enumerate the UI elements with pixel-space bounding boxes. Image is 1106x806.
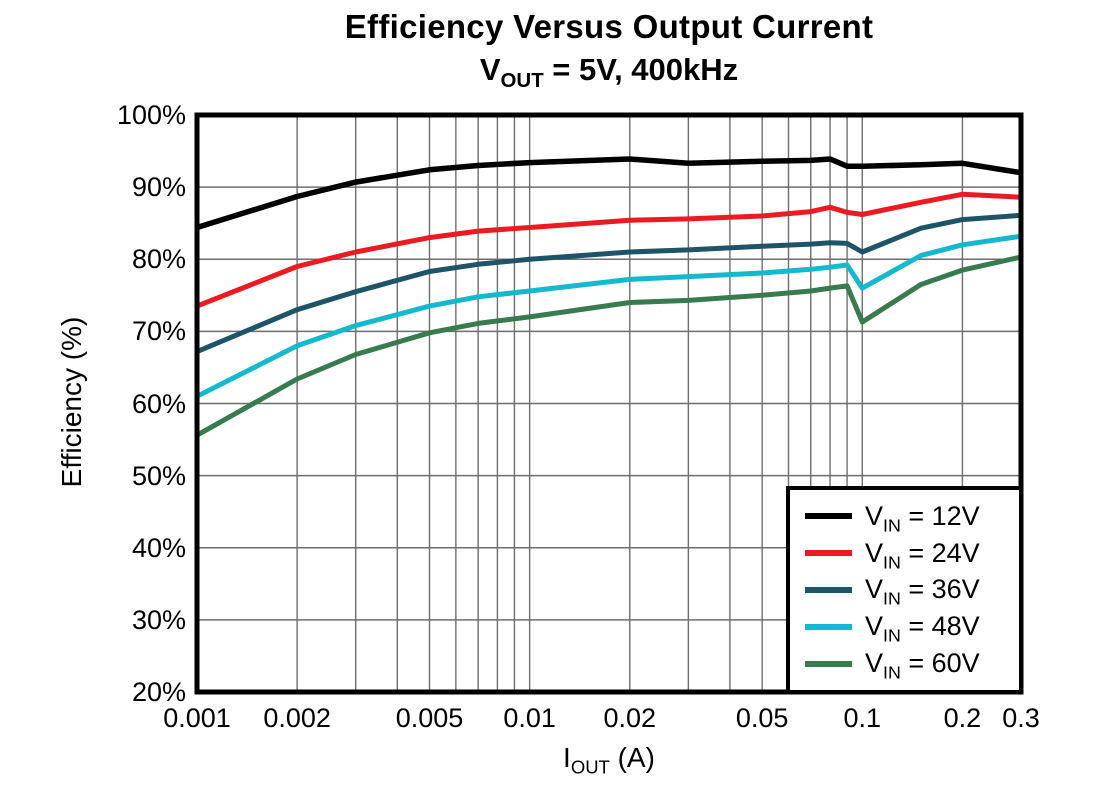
- y-tick-label: 20%: [131, 677, 186, 707]
- x-tick-label: 0.3: [1002, 703, 1040, 733]
- chart-subtitle: VOUT = 5V, 400kHz: [197, 52, 1021, 91]
- x-label-rest: (A): [609, 742, 655, 773]
- series-line-vin-48v: [195, 233, 1022, 399]
- x-tick-label: 0.2: [943, 703, 982, 733]
- legend-label-vin-36v: VIN = 36V: [865, 574, 980, 609]
- legend-swatch-vin-60v: [805, 660, 852, 667]
- legend-swatch-vin-12v: [805, 513, 852, 520]
- x-label-prefix: I: [563, 742, 571, 773]
- chart-title: Efficiency Versus Output Current: [344, 8, 874, 45]
- subtitle-rest: = 5V, 400kHz: [543, 52, 739, 87]
- x-tick-label: 0.1: [843, 703, 882, 733]
- legend-item-vin-48v: VIN = 48V: [805, 611, 1019, 646]
- y-tick-label: 30%: [131, 604, 186, 635]
- legend-item-vin-12v: VIN = 12V: [805, 500, 1019, 536]
- subtitle-subscript: OUT: [500, 69, 544, 93]
- x-tick-label: 0.002: [263, 703, 331, 733]
- legend-label-vin-60v: VIN = 60V: [865, 648, 980, 683]
- x-axis-label: IOUT (A): [197, 742, 1021, 776]
- x-label-subscript: OUT: [570, 756, 610, 778]
- y-tick-label: 90%: [131, 172, 186, 203]
- legend-item-vin-36v: VIN = 36V: [805, 574, 1019, 609]
- y-tick-label: 70%: [131, 316, 186, 347]
- series-line-vin-12v: [196, 156, 1022, 231]
- series-line-vin-36v: [196, 212, 1022, 354]
- legend-label-vin-12v: VIN = 12V: [865, 500, 980, 536]
- legend-item-vin-60v: VIN = 60V: [805, 648, 1019, 683]
- legend-swatch-vin-48v: [805, 623, 852, 630]
- x-tick-label: 0.02: [603, 703, 657, 733]
- subtitle-prefix: V: [479, 52, 501, 87]
- legend-item-vin-24v: VIN = 24V: [805, 537, 1019, 573]
- y-tick-label: 50%: [131, 460, 186, 491]
- y-tick-label: 80%: [131, 244, 186, 275]
- series-line-vin-24v: [196, 191, 1022, 309]
- x-tick-label: 0.005: [395, 703, 464, 733]
- series-line-vin-60v: [195, 254, 1022, 438]
- y-tick-label: 100%: [116, 100, 186, 130]
- y-tick-label: 40%: [131, 532, 186, 563]
- x-tick-label: 0.01: [503, 703, 556, 733]
- legend-box: VIN = 12V VIN = 24V VIN = 36V VIN = 48V VIN …: [786, 486, 1023, 694]
- legend-label-vin-48v: VIN = 48V: [865, 611, 980, 646]
- legend-label-vin-24v: VIN = 24V: [865, 537, 980, 573]
- y-tick-label: 60%: [131, 388, 186, 419]
- legend-swatch-vin-36v: [805, 586, 852, 593]
- x-tick-label: 0.001: [163, 703, 231, 733]
- x-tick-label: 0.05: [735, 703, 789, 733]
- plot-frame: [194, 112, 1024, 695]
- legend-swatch-vin-24v: [805, 550, 852, 557]
